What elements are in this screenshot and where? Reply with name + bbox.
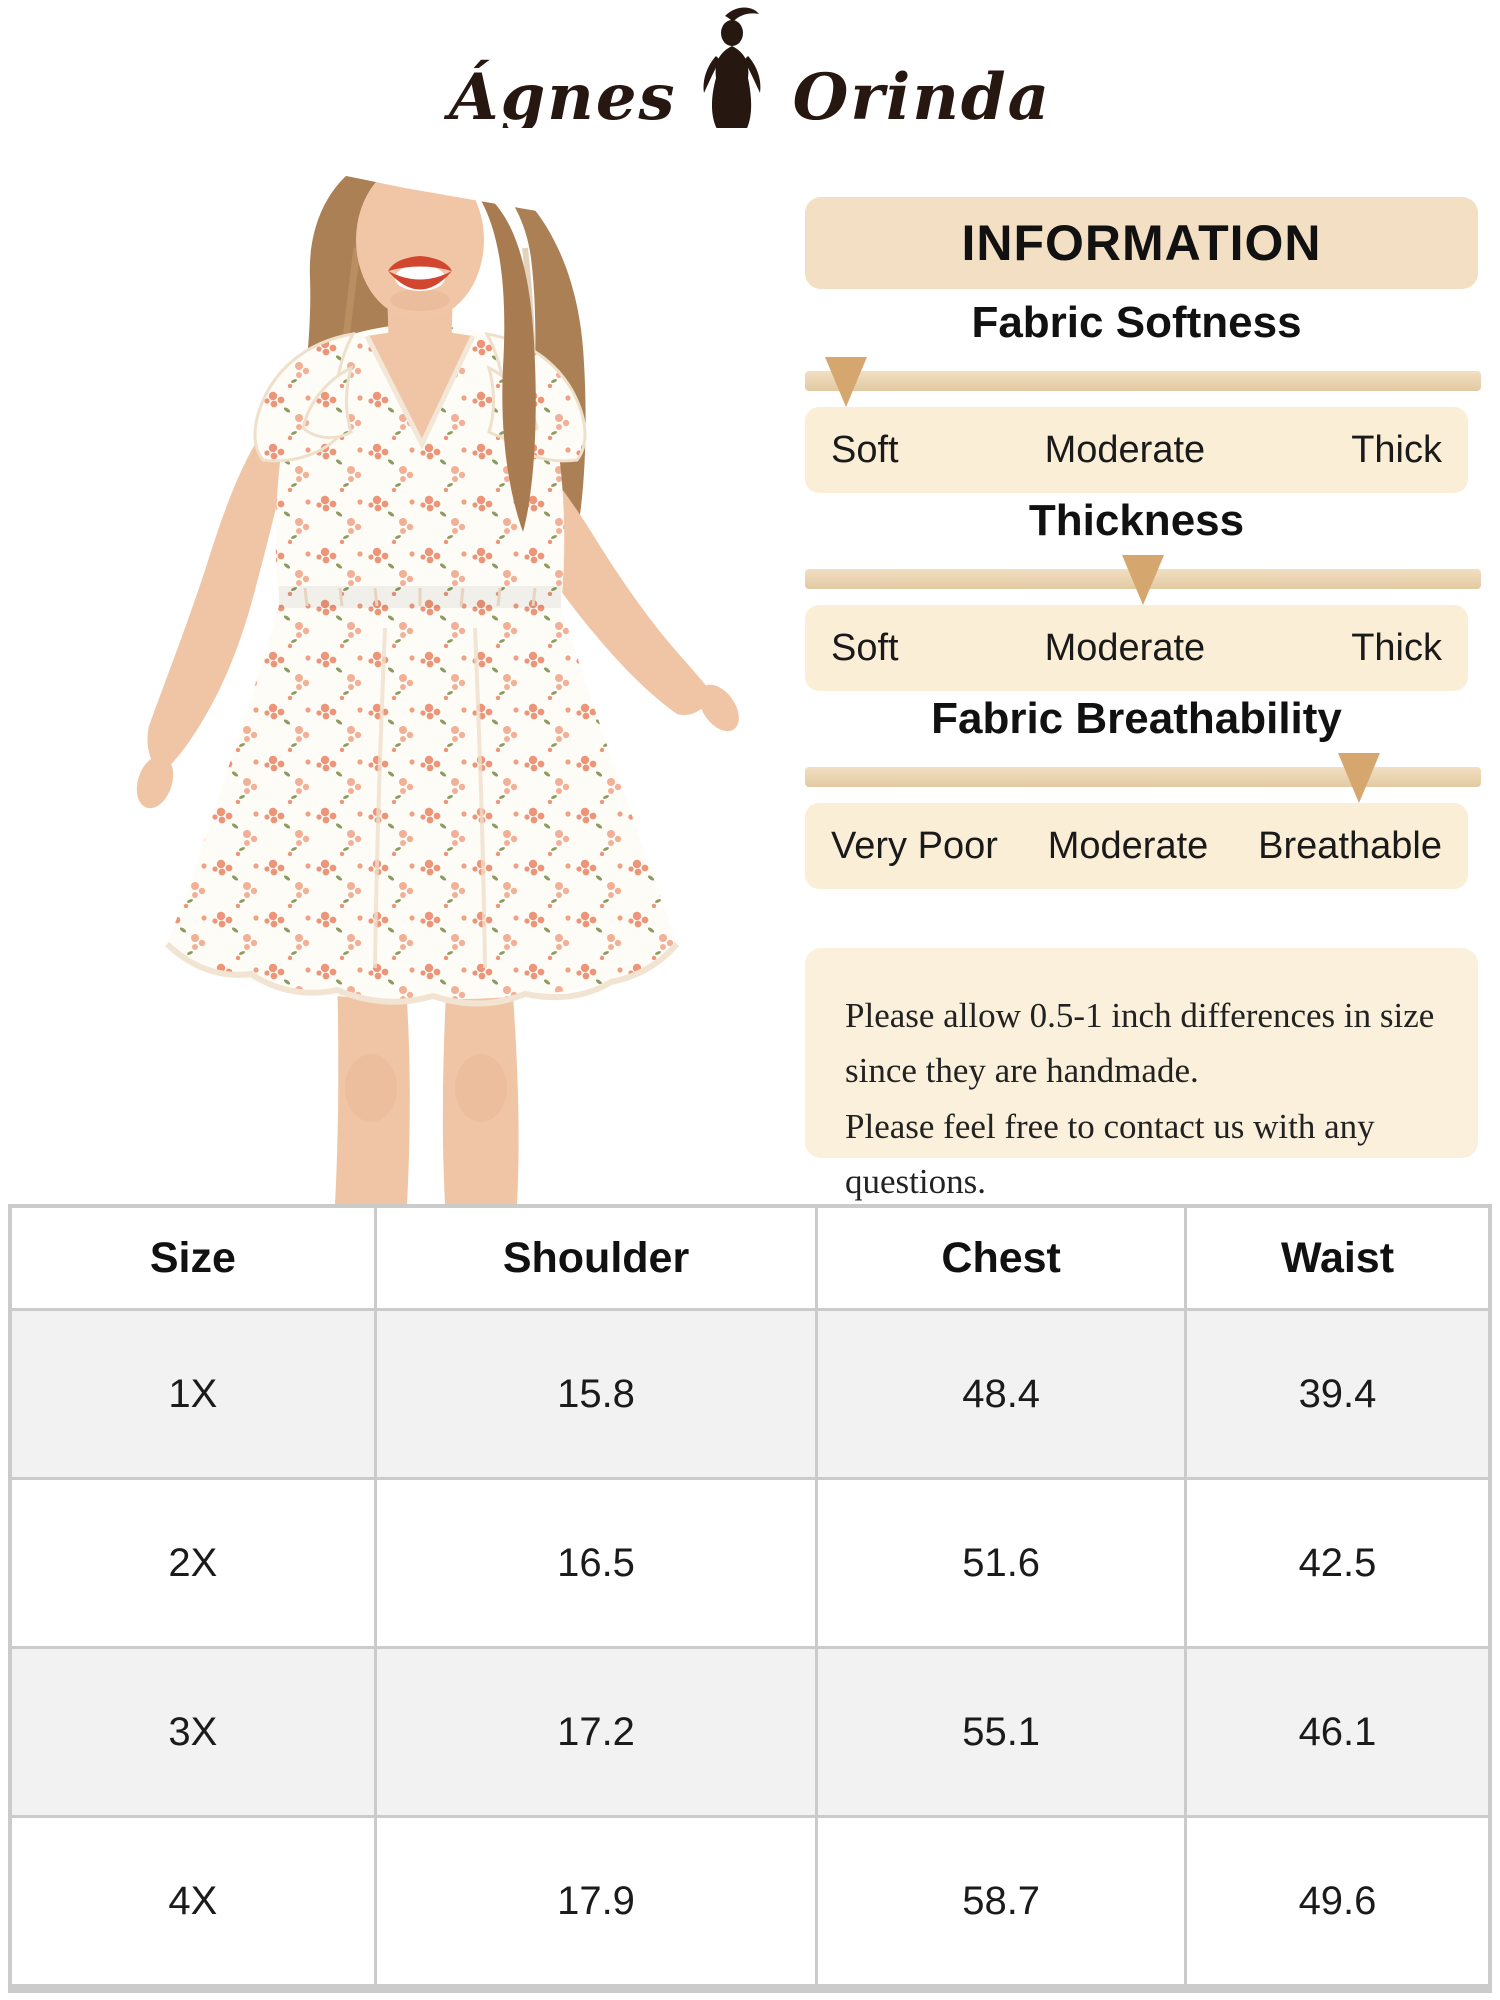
- size-note-box: Please allow 0.5-1 inch differences in s…: [805, 948, 1478, 1201]
- brand-name-left: Ágnes: [448, 60, 677, 135]
- scale-label: Soft: [831, 626, 899, 669]
- column-header-chest: Chest: [818, 1208, 1185, 1308]
- table-cell: 46.1: [1187, 1649, 1488, 1815]
- model-photo-illustration: [55, 128, 800, 1204]
- table-cell: 17.9: [376, 1818, 816, 1984]
- brand-name-right: Orinda: [792, 60, 1052, 135]
- scale-label: Thick: [1351, 626, 1442, 669]
- woman-silhouette-icon: [687, 6, 783, 138]
- table-cell: 55.1: [818, 1649, 1185, 1815]
- table-cell: 42.5: [1187, 1480, 1488, 1646]
- softness-scale-bar: [805, 357, 1481, 407]
- note-line: since they are handmade.: [845, 1051, 1199, 1091]
- scale-label: Moderate: [1044, 428, 1206, 471]
- scale-label: Soft: [831, 428, 899, 471]
- column-header-shoulder: Shoulder: [376, 1208, 816, 1308]
- scale-label: Moderate: [1047, 824, 1209, 867]
- scale-heading-softness: Fabric Softness: [971, 298, 1302, 347]
- softness-arrow-marker-icon: [824, 357, 867, 407]
- information-panel: INFORMATION Fabric Softness Soft Moderat…: [805, 0, 1481, 1204]
- softness-scale-labels: Soft Moderate Thick: [805, 407, 1468, 493]
- table-cell: 2X: [12, 1480, 374, 1646]
- table-cell: 3X: [12, 1649, 374, 1815]
- scale-label: Very Poor: [831, 824, 998, 867]
- breathability-scale-bar: [805, 753, 1481, 803]
- table-cell: 39.4: [1187, 1311, 1488, 1477]
- column-header-waist: Waist: [1187, 1208, 1488, 1308]
- thickness-arrow-marker-icon: [1122, 555, 1164, 605]
- information-title: INFORMATION: [805, 197, 1478, 289]
- breathability-scale-labels: Very Poor Moderate Breathable: [805, 803, 1468, 889]
- table-cell: 48.4: [818, 1311, 1185, 1477]
- scale-label: Breathable: [1258, 824, 1442, 867]
- breathability-arrow-marker-icon: [1338, 753, 1381, 803]
- column-header-size: Size: [12, 1208, 374, 1308]
- table-cell: 16.5: [376, 1480, 816, 1646]
- scale-label: Moderate: [1044, 626, 1206, 669]
- table-cell: 17.2: [376, 1649, 816, 1815]
- size-chart-table: Size Shoulder Chest Waist 1X 15.8 48.4 3…: [8, 1204, 1492, 1993]
- table-cell: 49.6: [1187, 1818, 1488, 1984]
- note-line: Please feel free to contact us with any …: [845, 1106, 1375, 1201]
- scale-heading-breathability: Fabric Breathability: [931, 694, 1342, 743]
- thickness-scale-labels: Soft Moderate Thick: [805, 605, 1468, 691]
- table-cell: 4X: [12, 1818, 374, 1984]
- note-line: Please allow 0.5-1 inch differences in s…: [845, 996, 1435, 1035]
- table-cell: 15.8: [376, 1311, 816, 1477]
- brand-logo: Ágnes Orinda: [0, 0, 1500, 138]
- table-cell: 51.6: [818, 1480, 1185, 1646]
- scale-heading-thickness: Thickness: [1028, 496, 1245, 545]
- thickness-scale-bar: [805, 555, 1481, 605]
- scale-label: Thick: [1351, 428, 1442, 471]
- table-cell: 58.7: [818, 1818, 1185, 1984]
- table-cell: 1X: [12, 1311, 374, 1477]
